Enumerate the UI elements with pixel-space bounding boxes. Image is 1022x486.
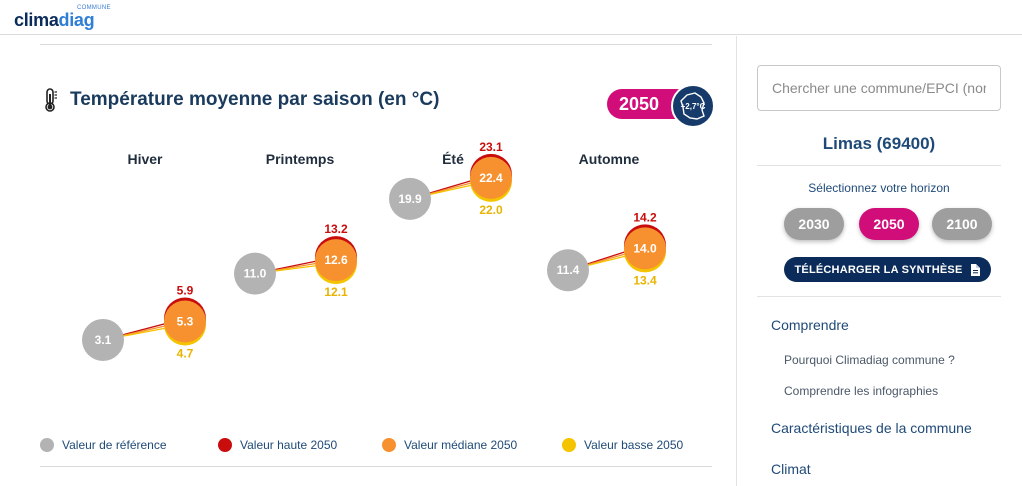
horizon-button-2100[interactable]: 2100 — [932, 208, 992, 240]
high-value: 23.1 — [479, 140, 503, 154]
chart-title: Température moyenne par saison (en °C) — [70, 89, 440, 110]
nav-caracteristiques[interactable]: Caractéristiques de la commune — [771, 420, 972, 436]
legend-item-median: Valeur médiane 2050 — [382, 438, 562, 452]
median-value: 5.3 — [177, 314, 194, 328]
download-label: TÉLÉCHARGER LA SYNTHÈSE — [794, 263, 963, 276]
median-value: 14.0 — [633, 241, 657, 255]
legend-swatch — [40, 438, 54, 452]
low-value: 12.1 — [324, 285, 348, 299]
nav-pourquoi-climadiag[interactable]: Pourquoi Climadiag commune ? — [784, 353, 955, 367]
season-label-printemps: Printemps — [265, 151, 335, 167]
legend-label: Valeur basse 2050 — [584, 438, 684, 452]
median-point — [470, 156, 512, 199]
commune-name: Limas (69400) — [822, 134, 936, 153]
season-label-hiver: Hiver — [127, 151, 163, 167]
top-bar: COMMUNE climadiag — [0, 0, 1022, 35]
legend-item-reference: Valeur de référence — [40, 438, 218, 452]
horizon-button-2030[interactable]: 2030 — [784, 208, 844, 240]
low-value: 4.7 — [177, 346, 194, 360]
chart-legend: Valeur de référence Valeur haute 2050 Va… — [40, 435, 683, 455]
season-temperature-chart: 3.1 5.3 5.9 4.7 11.0 12.6 13.2 12.1 19.9 22.4 23.1… — [82, 140, 666, 361]
france-map-icon — [680, 92, 705, 120]
sidebar-divider — [757, 165, 1001, 166]
main-content: Température moyenne par saison (en °C) 2… — [0, 36, 736, 486]
median-point — [164, 300, 206, 343]
logo-text: climadiag — [14, 10, 95, 30]
legend-swatch — [382, 438, 396, 452]
reference-point — [547, 249, 589, 292]
reference-point — [234, 252, 276, 295]
legend-swatch — [562, 438, 576, 452]
commune-search-input[interactable] — [757, 65, 1001, 111]
nav-climat[interactable]: Climat — [771, 461, 811, 477]
reference-point — [389, 177, 431, 220]
median-point — [624, 227, 666, 270]
season-label-automne: Automne — [578, 151, 640, 167]
median-value: 22.4 — [479, 171, 503, 185]
high-value: 13.2 — [324, 222, 348, 236]
legend-label: Valeur haute 2050 — [240, 438, 338, 452]
warming-value: +2,7°C — [680, 101, 706, 111]
horizon-badge: 2050 +2,7°C — [607, 84, 715, 128]
logo-sup-text: COMMUNE — [77, 5, 111, 11]
bottom-divider — [40, 466, 712, 467]
nav-comprendre[interactable]: Comprendre — [771, 317, 849, 333]
reference-value: 11.4 — [557, 263, 580, 277]
low-value: 22.0 — [479, 203, 503, 217]
median-point — [315, 239, 357, 282]
legend-item-low: Valeur basse 2050 — [562, 438, 683, 452]
download-synthesis-button[interactable]: TÉLÉCHARGER LA SYNTHÈSE — [784, 257, 991, 282]
horizon-button-2050[interactable]: 2050 — [859, 208, 919, 240]
reference-value: 3.1 — [95, 333, 112, 347]
horizon-select-label: Sélectionnez votre horizon — [808, 181, 950, 195]
high-value: 14.2 — [633, 210, 657, 224]
reference-point — [82, 318, 124, 361]
low-value: 13.4 — [633, 273, 657, 287]
thermometer-icon — [45, 88, 57, 112]
season-label-ete: Été — [442, 151, 464, 167]
reference-value: 11.0 — [244, 267, 267, 281]
high-value: 5.9 — [177, 283, 194, 297]
legend-swatch — [218, 438, 232, 452]
section-header: Température moyenne par saison (en °C) — [40, 88, 439, 112]
legend-label: Valeur médiane 2050 — [404, 438, 518, 452]
legend-item-high: Valeur haute 2050 — [218, 438, 382, 452]
top-divider — [40, 44, 712, 45]
sidebar: Limas (69400) Sélectionnez votre horizon… — [736, 36, 1022, 486]
median-value: 12.6 — [324, 253, 348, 267]
warming-badge: +2,7°C — [671, 84, 715, 128]
file-icon — [971, 263, 981, 276]
nav-comprendre-infographies[interactable]: Comprendre les infographies — [784, 384, 939, 398]
reference-value: 19.9 — [398, 192, 422, 206]
sidebar-divider — [757, 296, 1001, 297]
legend-label: Valeur de référence — [62, 438, 167, 452]
